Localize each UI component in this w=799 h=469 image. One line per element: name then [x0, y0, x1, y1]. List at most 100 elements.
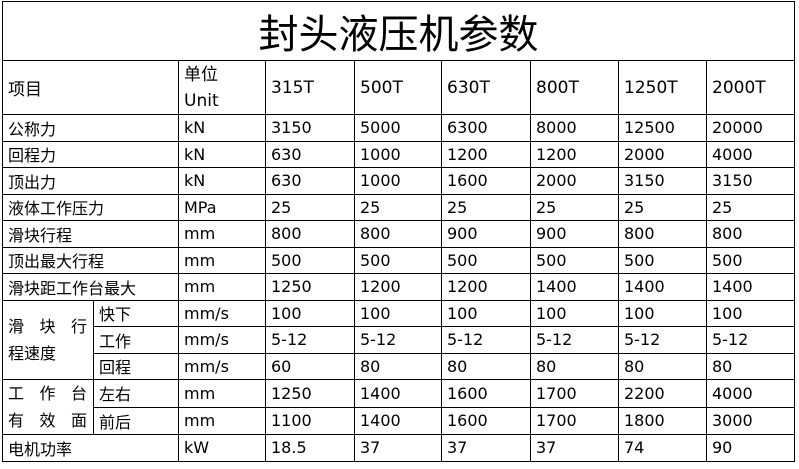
value-cell: 5-12	[705, 326, 796, 354]
value-cell: 1250	[265, 379, 355, 408]
unit-cell: mm/s	[178, 299, 266, 327]
table-row: 工 作 台有 效 面左右 mm 1250 1400 1600 1700 2200 4000	[2, 379, 796, 435]
unit-cell: kN	[178, 114, 266, 142]
table-row: 液体工作压力 MPa 25 25 25 25 25 25	[2, 193, 796, 221]
parameter-table: 封头液压机参数 项目 单位 Unit 315T 500T 630T 800T 12…	[1, 1, 796, 462]
group-label-speed: 滑 块 行程速度	[2, 299, 94, 380]
value-cell: 100	[530, 299, 619, 327]
table-row: 顶出力 kN 630 1000 1600 2000 3150 3150	[2, 167, 796, 195]
group-label-table-area: 工 作 台有 效 面	[2, 379, 94, 435]
group-line: 程速度	[8, 343, 57, 363]
row-label: 回程力	[2, 140, 179, 168]
sub-label: 前后	[93, 406, 179, 435]
value-cell: 25	[441, 193, 531, 221]
value-cell: 1250	[265, 273, 355, 301]
value-cell: 1200	[354, 273, 442, 301]
value-cell: 1200	[530, 140, 619, 168]
value-cell: 1400	[618, 273, 707, 301]
sub-label: 左右	[93, 379, 179, 408]
table-row: 公称力 kN 3150 5000 6300 8000 12500 20000	[2, 114, 796, 142]
table-row: 前后 mm 1100 1400 1600 1700 1800 3000	[3, 406, 796, 435]
value-cell: 25	[354, 193, 442, 221]
value-cell: 80	[705, 352, 796, 380]
value-cell: 4000	[705, 379, 796, 408]
value-cell: 5-12	[618, 326, 707, 354]
row-label: 滑块行程	[2, 220, 179, 248]
value-cell: 2200	[618, 379, 707, 408]
value-cell: 5-12	[530, 326, 619, 354]
unit-cell: kN	[178, 167, 266, 195]
value-cell: 5-12	[354, 326, 442, 354]
row-label: 顶出最大行程	[2, 246, 179, 274]
value-cell: 3150	[705, 167, 796, 195]
value-cell: 1400	[354, 379, 442, 408]
row-label: 电机功率	[2, 434, 179, 462]
value-cell: 12500	[618, 114, 707, 142]
value-cell: 1800	[618, 406, 707, 435]
value-cell: 18.5	[265, 434, 355, 462]
table-row: 滑块行程 mm 800 800 900 900 800 800	[2, 220, 796, 248]
value-cell: 500	[530, 246, 619, 274]
model-header: 800T	[530, 60, 619, 115]
row-label: 液体工作压力	[2, 193, 179, 221]
value-cell: 1000	[354, 167, 442, 195]
unit-cell: MPa	[178, 193, 266, 221]
value-cell: 37	[530, 434, 619, 462]
value-cell: 500	[354, 246, 442, 274]
value-cell: 1200	[441, 140, 531, 168]
value-cell: 1100	[265, 406, 355, 435]
value-cell: 3150	[265, 114, 355, 142]
value-cell: 60	[265, 352, 355, 380]
model-header: 1250T	[618, 60, 707, 115]
table-row: 电机功率 kW 18.5 37 37 37 74 90	[2, 434, 796, 462]
unit-cn: 单位	[184, 64, 218, 85]
unit-cell: kN	[178, 140, 266, 168]
value-cell: 1600	[441, 406, 531, 435]
unit-cell: mm/s	[178, 352, 266, 380]
value-cell: 37	[354, 434, 442, 462]
unit-cell: mm	[178, 273, 266, 301]
value-cell: 1700	[530, 406, 619, 435]
value-cell: 800	[618, 220, 707, 248]
value-cell: 800	[265, 220, 355, 248]
table-row: 滑 块 行程速度 快下 mm/s 100 100 100 100 100 100	[2, 299, 796, 380]
value-cell: 20000	[705, 114, 796, 142]
value-cell: 100	[441, 299, 531, 327]
value-cell: 500	[705, 246, 796, 274]
value-cell: 800	[354, 220, 442, 248]
value-cell: 500	[265, 246, 355, 274]
value-cell: 5-12	[265, 326, 355, 354]
unit-cell: mm	[178, 379, 266, 408]
row-label: 公称力	[2, 114, 179, 142]
model-header: 630T	[441, 60, 531, 115]
value-cell: 5-12	[441, 326, 531, 354]
row-label: 滑块距工作台最大	[2, 273, 179, 301]
value-cell: 80	[530, 352, 619, 380]
group-line: 滑 块 行	[8, 316, 89, 336]
unit-cell: mm	[178, 406, 266, 435]
value-cell: 80	[618, 352, 707, 380]
value-cell: 80	[441, 352, 531, 380]
value-cell: 500	[618, 246, 707, 274]
table-row: 回程 mm/s 60 80 80 80 80 80	[3, 352, 796, 380]
value-cell: 37	[441, 434, 531, 462]
sub-label: 快下	[93, 299, 179, 327]
value-cell: 100	[354, 299, 442, 327]
model-header: 315T	[265, 60, 355, 115]
value-cell: 8000	[530, 114, 619, 142]
unit-cell: mm/s	[178, 326, 266, 354]
model-header: 500T	[354, 60, 442, 115]
value-cell: 900	[441, 220, 531, 248]
sub-label: 工作	[93, 326, 179, 354]
header-item: 项目	[2, 60, 179, 115]
value-cell: 3000	[705, 406, 796, 435]
value-cell: 1600	[441, 167, 531, 195]
value-cell: 100	[265, 299, 355, 327]
row-label: 顶出力	[2, 167, 179, 195]
value-cell: 3150	[618, 167, 707, 195]
value-cell: 25	[705, 193, 796, 221]
header-unit: 单位 Unit	[178, 60, 266, 115]
unit-cell: kW	[178, 434, 266, 462]
value-cell: 100	[705, 299, 796, 327]
value-cell: 2000	[618, 140, 707, 168]
